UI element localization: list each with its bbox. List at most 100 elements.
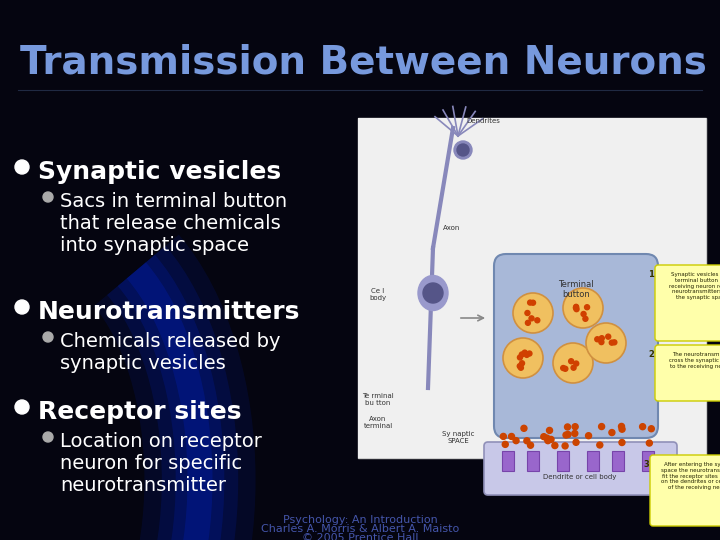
Text: 2: 2 bbox=[648, 350, 654, 359]
Circle shape bbox=[526, 320, 531, 325]
Circle shape bbox=[563, 366, 568, 372]
Circle shape bbox=[572, 424, 578, 430]
Text: Axon
terminal: Axon terminal bbox=[364, 416, 392, 429]
Circle shape bbox=[500, 434, 506, 440]
Circle shape bbox=[518, 355, 523, 360]
Text: Psychology: An Introduction: Psychology: An Introduction bbox=[283, 515, 437, 525]
Circle shape bbox=[639, 424, 646, 430]
Circle shape bbox=[563, 288, 603, 328]
Text: Te rminal
bu tton: Te rminal bu tton bbox=[362, 393, 394, 406]
Text: Charles A. Morris & Albert A. Maisto: Charles A. Morris & Albert A. Maisto bbox=[261, 524, 459, 534]
Circle shape bbox=[524, 353, 529, 357]
FancyBboxPatch shape bbox=[494, 254, 658, 438]
Text: Terminal
button: Terminal button bbox=[558, 280, 594, 299]
Circle shape bbox=[423, 283, 443, 303]
Text: Receptor sites: Receptor sites bbox=[38, 400, 241, 424]
Circle shape bbox=[647, 440, 652, 446]
FancyBboxPatch shape bbox=[642, 451, 654, 471]
Circle shape bbox=[528, 300, 533, 305]
Circle shape bbox=[541, 434, 546, 440]
Circle shape bbox=[527, 351, 532, 356]
Circle shape bbox=[552, 443, 558, 449]
Text: Location on receptor
neuron for specific
neurotransmitter: Location on receptor neuron for specific… bbox=[60, 432, 262, 495]
Circle shape bbox=[585, 433, 592, 438]
Circle shape bbox=[503, 338, 543, 378]
Circle shape bbox=[544, 435, 550, 441]
Circle shape bbox=[513, 293, 553, 333]
Circle shape bbox=[572, 430, 577, 436]
Circle shape bbox=[599, 340, 604, 345]
Circle shape bbox=[43, 332, 53, 342]
Ellipse shape bbox=[454, 141, 472, 159]
Text: The neurotransmitters
cross the synaptic space
to the receiving neuron.: The neurotransmitters cross the synaptic… bbox=[669, 352, 720, 369]
Circle shape bbox=[562, 443, 568, 449]
Text: Synaptic vesicles: Synaptic vesicles bbox=[38, 160, 281, 184]
Text: After entering the synaptic
space the neurotransmitters
fit the receptor sites l: After entering the synaptic space the ne… bbox=[661, 462, 720, 490]
Circle shape bbox=[618, 423, 624, 429]
Circle shape bbox=[612, 340, 617, 345]
Text: Sacs in terminal button
that release chemicals
into synaptic space: Sacs in terminal button that release che… bbox=[60, 192, 287, 255]
Text: © 2005 Prentice Hall: © 2005 Prentice Hall bbox=[302, 533, 418, 540]
Text: Transmission Between Neurons: Transmission Between Neurons bbox=[20, 43, 707, 81]
Circle shape bbox=[563, 432, 569, 438]
FancyBboxPatch shape bbox=[557, 451, 569, 471]
Circle shape bbox=[599, 336, 604, 341]
Circle shape bbox=[598, 423, 605, 429]
Circle shape bbox=[573, 440, 579, 445]
Circle shape bbox=[574, 307, 579, 312]
Circle shape bbox=[571, 365, 576, 370]
Circle shape bbox=[586, 323, 626, 363]
Text: Axon: Axon bbox=[443, 225, 460, 231]
FancyBboxPatch shape bbox=[587, 451, 599, 471]
Circle shape bbox=[15, 400, 29, 414]
FancyBboxPatch shape bbox=[358, 118, 706, 458]
Circle shape bbox=[606, 334, 611, 339]
Circle shape bbox=[583, 316, 588, 321]
FancyBboxPatch shape bbox=[502, 451, 514, 471]
Circle shape bbox=[524, 438, 530, 444]
Circle shape bbox=[619, 426, 625, 432]
Circle shape bbox=[522, 350, 527, 355]
Circle shape bbox=[548, 436, 554, 442]
Text: Ce l
body: Ce l body bbox=[369, 288, 387, 301]
Circle shape bbox=[518, 365, 523, 370]
FancyBboxPatch shape bbox=[655, 345, 720, 401]
Text: Sy naptic
SPACE: Sy naptic SPACE bbox=[442, 431, 474, 444]
Circle shape bbox=[513, 437, 519, 444]
Ellipse shape bbox=[418, 275, 448, 310]
Text: Synaptic vesicles in the
terminal button of a
receiving neuron release
neurotran: Synaptic vesicles in the terminal button… bbox=[669, 272, 720, 300]
Circle shape bbox=[521, 426, 527, 431]
Circle shape bbox=[561, 366, 566, 370]
Circle shape bbox=[43, 192, 53, 202]
Circle shape bbox=[535, 318, 540, 323]
Circle shape bbox=[43, 432, 53, 442]
Circle shape bbox=[503, 441, 508, 447]
Circle shape bbox=[457, 144, 469, 156]
FancyBboxPatch shape bbox=[484, 442, 677, 495]
Circle shape bbox=[546, 428, 552, 434]
FancyBboxPatch shape bbox=[612, 451, 624, 471]
Circle shape bbox=[585, 305, 590, 310]
Text: 3: 3 bbox=[643, 460, 649, 469]
Text: Dendrites: Dendrites bbox=[466, 118, 500, 124]
Circle shape bbox=[648, 426, 654, 432]
Circle shape bbox=[531, 300, 536, 305]
Circle shape bbox=[565, 431, 571, 437]
FancyBboxPatch shape bbox=[650, 455, 720, 526]
Circle shape bbox=[553, 343, 593, 383]
Circle shape bbox=[609, 340, 614, 345]
Circle shape bbox=[15, 160, 29, 174]
Circle shape bbox=[508, 434, 515, 440]
Circle shape bbox=[528, 442, 534, 448]
Circle shape bbox=[581, 312, 586, 316]
Circle shape bbox=[574, 305, 579, 309]
Circle shape bbox=[529, 316, 534, 321]
Circle shape bbox=[569, 359, 574, 364]
Circle shape bbox=[525, 310, 530, 315]
Circle shape bbox=[564, 424, 570, 430]
FancyBboxPatch shape bbox=[655, 265, 720, 341]
FancyBboxPatch shape bbox=[527, 451, 539, 471]
Circle shape bbox=[545, 437, 551, 444]
Circle shape bbox=[517, 363, 522, 369]
Circle shape bbox=[520, 361, 524, 366]
